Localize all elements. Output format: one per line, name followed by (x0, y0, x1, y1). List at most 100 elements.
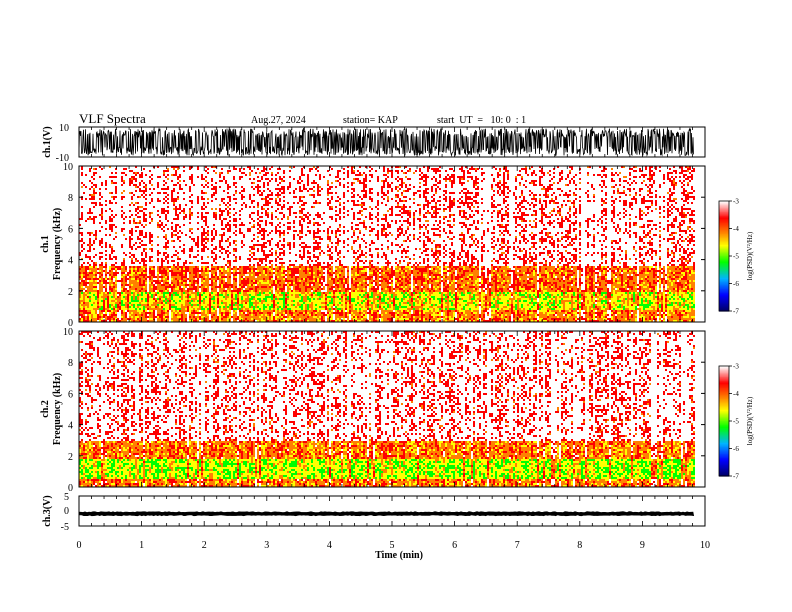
ch1-spectrogram-cell (215, 186, 217, 188)
ch1-spectrogram-cell (215, 230, 217, 232)
ch1-spectrogram-cell (173, 190, 175, 192)
ch1-spectrogram-cell (295, 212, 297, 214)
ch1-spectrogram-cell (91, 268, 93, 270)
ch1-spectrogram-cell (275, 232, 277, 234)
ch1-spectrogram-cell (153, 288, 155, 290)
ch1-spectrogram-cell (253, 306, 255, 308)
ch1-spectrogram-cell (175, 300, 177, 302)
ch1-spectrogram-cell (91, 244, 93, 246)
ch1-spectrogram-cell (241, 224, 243, 226)
ch1-spectrogram-cell (291, 290, 293, 292)
ch1-spectrogram-cell (111, 196, 113, 198)
ch1-spectrogram-cell (261, 286, 263, 288)
ch1-spectrogram-cell (159, 176, 161, 178)
ch1-spectrogram-cell (205, 318, 207, 320)
ch1-spectrogram-cell (225, 180, 227, 182)
ch1-spectrogram-cell (309, 276, 311, 278)
ch1-spectrogram-cell (287, 266, 289, 268)
ch1-spectrogram-cell (139, 268, 141, 270)
ch1-spectrogram-cell (115, 270, 117, 272)
ch1-spectrogram-cell (183, 290, 185, 292)
ch1-spectrogram-cell (251, 252, 253, 254)
ch1-spectrogram-cell (129, 296, 131, 298)
ch1-spectrogram-cell (85, 294, 87, 296)
ch1-spectrogram-cell (319, 314, 321, 316)
ch1-spectrogram-cell (141, 312, 143, 314)
ch1-spectrogram-cell (283, 190, 285, 192)
ch1-spectrogram-cell (173, 292, 175, 294)
ch1-spectrogram-cell (201, 236, 203, 238)
ch1-spectrogram-cell (245, 310, 247, 312)
ch1-spectrogram-cell (301, 226, 303, 228)
ch1-spectrogram-cell (185, 296, 187, 298)
ch1-spectrogram-cell (297, 284, 299, 286)
ch1-spectrogram-cell (129, 320, 131, 322)
ch1-spectrogram-cell (113, 284, 115, 286)
ch1-spectrogram-cell (131, 260, 133, 262)
ch1-spectrogram-cell (119, 266, 121, 268)
ch1-spectrogram-cell (231, 304, 233, 306)
ch1-spectrogram-cell (107, 294, 109, 296)
ch1-spectrogram-cell (173, 240, 175, 242)
ch1-spectrogram-cell (265, 312, 267, 314)
ch1-spectrogram-cell (313, 276, 315, 278)
ch1-spectrogram-cell (195, 300, 197, 302)
ch1-spectrogram-cell (197, 310, 199, 312)
ch1-spectrogram-cell (123, 308, 125, 310)
ch1-spectrogram-cell (315, 248, 317, 250)
ch1-spectrogram-cell (109, 200, 111, 202)
ch1-spectrogram-cell (165, 296, 167, 298)
ch1-spectrogram-cell (253, 276, 255, 278)
ch1-spectrogram-cell (99, 222, 101, 224)
ch1-spectrogram-cell (135, 190, 137, 192)
ch1-spectrogram-cell (105, 310, 107, 312)
ch1-spectrogram-cell (311, 182, 313, 184)
ch1-spectrogram-cell (315, 242, 317, 244)
ch1-spectrogram-cell (239, 210, 241, 212)
ch1-spectrogram-cell (219, 270, 221, 272)
ch1-spectrogram-cell (147, 300, 149, 302)
ch1-spectrogram-cell (319, 276, 321, 278)
ch1-spectrogram-cell (253, 244, 255, 246)
ch1-spectrogram-cell (269, 194, 271, 196)
ch1-spectrogram-cell (289, 292, 291, 294)
ch1-spectrogram-cell (253, 296, 255, 298)
ch1-spectrogram-cell (193, 280, 195, 282)
ch1-spectrogram-cell (155, 288, 157, 290)
ch1-spectrogram-cell (191, 246, 193, 248)
ch1-spectrogram-cell (177, 320, 179, 322)
ch1-spectrogram-cell (79, 272, 81, 274)
ch1-spectrogram-cell (281, 286, 283, 288)
ch1-spectrogram-cell (317, 246, 319, 248)
ch1-spectrogram-cell (315, 296, 317, 298)
ch1-spectrogram-cell (295, 284, 297, 286)
ch1-spectrogram-cell (145, 280, 147, 282)
ch1-spectrogram-cell (121, 176, 123, 178)
ch1-spectrogram-cell (139, 318, 141, 320)
ch1-spectrogram-cell (169, 266, 171, 268)
ch1-spectrogram-cell (195, 282, 197, 284)
ch1-spectrogram-cell (233, 294, 235, 296)
ch1-spectrogram-cell (157, 280, 159, 282)
ch1-spectrogram-cell (193, 298, 195, 300)
ch1-spectrogram-cell (247, 312, 249, 314)
ch1-spectrogram-cell (293, 296, 295, 298)
ch1-spectrogram-cell (197, 280, 199, 282)
ch1-spectrogram-cell (173, 174, 175, 176)
ch1-spectrogram-cell (219, 240, 221, 242)
ch1-spectrogram-cell (289, 280, 291, 282)
ch1-spectrogram-cell (297, 282, 299, 284)
ch1-spectrogram-cell (277, 276, 279, 278)
ch1-spectrogram-cell (79, 232, 81, 234)
ch1-spectrogram-cell (309, 310, 311, 312)
ch1-spectrogram-cell (91, 218, 93, 220)
ch1-spectrogram-cell (85, 266, 87, 268)
ch1-spectrogram-cell (249, 286, 251, 288)
ch1-spectrogram-cell (117, 310, 119, 312)
ch1-spectrogram-cell (239, 218, 241, 220)
ch1-spectrogram-cell (305, 296, 307, 298)
ch1-spectrogram-cell (215, 212, 217, 214)
ch1-spectrogram-cell (225, 306, 227, 308)
ch1-spectrogram-cell (265, 300, 267, 302)
ch1-spectrogram-cell (161, 310, 163, 312)
